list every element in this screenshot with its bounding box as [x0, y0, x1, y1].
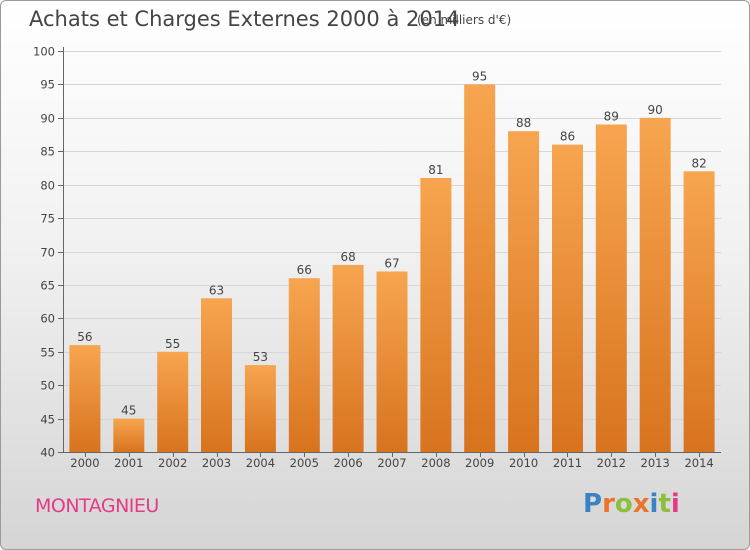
logo-letter: r	[602, 489, 615, 519]
logo-letter: t	[658, 489, 671, 519]
y-tick-label: 60	[40, 312, 55, 326]
x-tick-label-2007: 2007	[377, 456, 406, 470]
data-label-2006: 68	[340, 250, 355, 264]
data-label-2002: 55	[165, 337, 180, 351]
logo-letter: x	[632, 489, 650, 519]
logo-letter: o	[614, 489, 633, 519]
x-tick-label-2001: 2001	[114, 456, 143, 470]
logo-letter: i	[649, 489, 659, 519]
axes	[58, 47, 721, 457]
logo-letter: i	[670, 489, 680, 519]
x-tick-label-2000: 2000	[70, 456, 99, 470]
y-tick-label: 50	[40, 379, 55, 393]
bar-2014	[683, 171, 715, 453]
data-label-2004: 53	[253, 350, 268, 364]
y-tick-label: 55	[40, 346, 55, 360]
logo-letter: P	[583, 489, 603, 519]
chart-subtitle: (en milliers d'€)	[417, 13, 512, 27]
y-tick-label: 70	[40, 246, 55, 260]
x-tick-label-2005: 2005	[290, 456, 319, 470]
x-tick-label-2014: 2014	[684, 456, 713, 470]
data-label-2001: 45	[121, 404, 136, 418]
data-label-2003: 63	[209, 283, 224, 297]
proxiti-logo: Proxiti	[583, 489, 680, 519]
x-tick-label-2004: 2004	[246, 456, 275, 470]
bar-2006	[332, 264, 364, 452]
y-tick-label: 80	[40, 179, 55, 193]
bar-2007	[376, 271, 408, 452]
bar-2001	[113, 418, 145, 452]
y-tick-label: 40	[40, 446, 55, 460]
x-tick-label-2012: 2012	[597, 456, 626, 470]
place-name: MONTAGNIEU	[35, 495, 159, 517]
x-tick-label-2010: 2010	[509, 456, 538, 470]
x-tick-label-2006: 2006	[333, 456, 362, 470]
data-label-2013: 90	[648, 103, 663, 117]
bar-2008	[420, 178, 452, 452]
data-label-2000: 56	[77, 330, 92, 344]
data-label-2005: 66	[297, 263, 312, 277]
y-tick-label: 85	[40, 145, 55, 159]
x-tick-label-2003: 2003	[202, 456, 231, 470]
y-tick-label: 95	[40, 78, 55, 92]
data-labels: 56 45 55 63 53 66 68 67 81 95 88 86 89 90 82	[77, 69, 706, 417]
bar-2005	[288, 278, 320, 452]
bar-2002	[157, 351, 189, 453]
x-tick-label-2008: 2008	[421, 456, 450, 470]
tick-labels: 40 45 50 55 60 65 70 75 80 85 90 95 100 2000 2001 2002 2…	[33, 45, 714, 471]
data-label-2010: 88	[516, 116, 531, 130]
chart-title: Achats et Charges Externes 2000 à 2014	[29, 7, 460, 31]
bar-2009	[464, 84, 496, 453]
x-tick-label-2009: 2009	[465, 456, 494, 470]
data-label-2007: 67	[384, 257, 399, 271]
data-label-2009: 95	[472, 69, 487, 83]
x-tick-label-2011: 2011	[553, 456, 582, 470]
y-tick-label: 90	[40, 112, 55, 126]
data-label-2008: 81	[428, 163, 443, 177]
data-label-2012: 89	[604, 110, 619, 124]
bar-2011	[552, 144, 583, 452]
y-tick-label: 75	[40, 212, 55, 226]
x-tick-label-2002: 2002	[158, 456, 187, 470]
bar-2013	[639, 117, 671, 453]
x-tick-label-2013: 2013	[641, 456, 670, 470]
bar-2000	[69, 345, 101, 452]
y-tick-label: 100	[33, 45, 55, 59]
y-tick-label: 45	[40, 413, 55, 427]
data-label-2011: 86	[560, 130, 575, 144]
y-tick-label: 65	[40, 279, 55, 293]
bars	[69, 84, 715, 453]
data-label-2014: 82	[691, 156, 706, 170]
bar-2012	[595, 124, 627, 452]
bar-2010	[508, 131, 540, 452]
bar-2004	[244, 365, 276, 452]
bar-2003	[201, 298, 232, 452]
